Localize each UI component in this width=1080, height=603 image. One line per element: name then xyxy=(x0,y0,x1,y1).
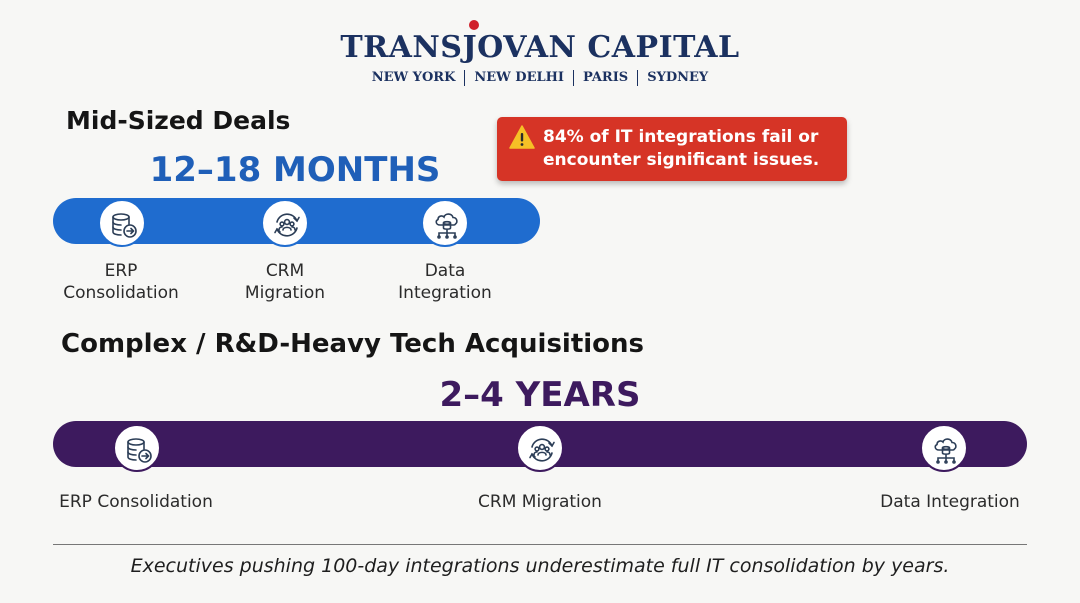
complex-label-data: Data Integration xyxy=(880,492,1020,512)
people-sync-icon xyxy=(274,213,300,237)
complex-node-erp xyxy=(113,424,161,472)
complex-node-data xyxy=(920,424,968,472)
complex-duration: 2–4 YEARS xyxy=(439,375,641,415)
brand-header: TRANSJOVAN CAPITAL NEW YORK NEW DELHI PARI… xyxy=(0,0,1080,100)
mid-node-data xyxy=(421,199,469,247)
mid-label-erp: ERP Consolidation xyxy=(63,261,179,303)
warning-text: 84% of IT integrations fail or encounter… xyxy=(543,127,820,170)
footer-divider xyxy=(53,544,1027,545)
logo-dot xyxy=(469,20,479,30)
city-sydney: SYDNEY xyxy=(637,70,717,86)
database-arrow-icon xyxy=(127,438,152,463)
complex-title: Complex / R&D-Heavy Tech Acquisitions xyxy=(61,329,645,359)
people-sync-icon xyxy=(529,438,555,462)
warning-triangle-icon xyxy=(509,125,535,149)
cloud-network-icon xyxy=(435,213,458,239)
city-paris: PARIS xyxy=(573,70,637,86)
mid-node-erp xyxy=(98,199,146,247)
complex-node-crm xyxy=(516,424,564,472)
footnote: Executives pushing 100-day integrations … xyxy=(130,555,950,577)
brand-title: TRANSJOVAN CAPITAL xyxy=(340,30,740,65)
mid-label-crm: CRM Migration xyxy=(244,261,326,303)
city-new-delhi: NEW DELHI xyxy=(464,70,573,86)
brand-cities: NEW YORK NEW DELHI PARIS SYDNEY xyxy=(0,70,1080,86)
mid-node-crm xyxy=(261,199,309,247)
complex-label-crm: CRM Migration xyxy=(478,492,602,512)
database-arrow-icon xyxy=(112,213,137,238)
cloud-network-icon xyxy=(934,438,957,464)
city-new-york: NEW YORK xyxy=(371,70,456,85)
mid-sized-duration: 12–18 MONTHS xyxy=(149,150,441,190)
mid-label-data: Data Integration xyxy=(398,261,492,303)
mid-sized-title: Mid-Sized Deals xyxy=(66,106,291,135)
warning-callout: 84% of IT integrations fail or encounter… xyxy=(497,117,847,181)
complex-label-erp: ERP Consolidation xyxy=(59,492,213,512)
